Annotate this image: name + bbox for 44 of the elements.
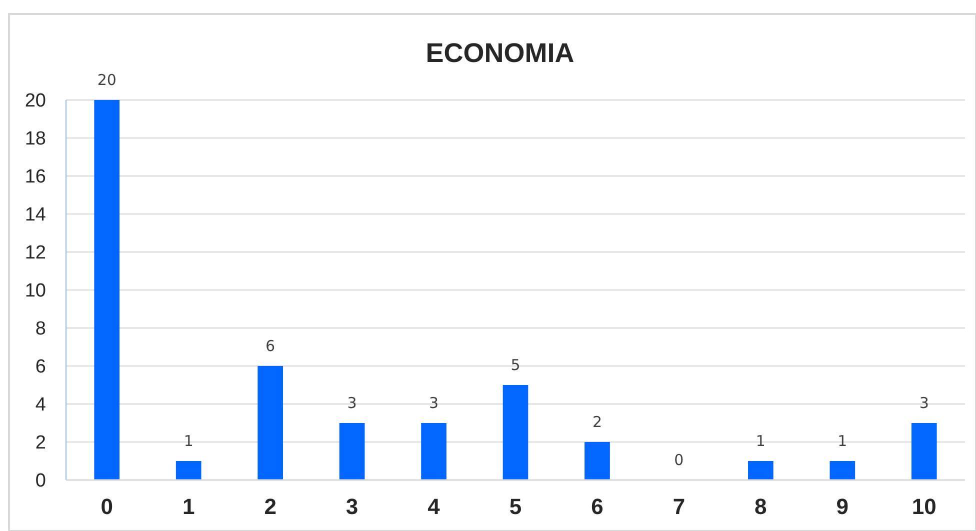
x-tick-label: 4 <box>428 494 441 519</box>
data-label: 1 <box>184 432 194 450</box>
y-tick-label: 4 <box>35 394 46 416</box>
y-tick-label: 18 <box>24 128 46 150</box>
data-label: 6 <box>266 337 276 355</box>
y-tick-label: 6 <box>35 356 46 378</box>
data-label: 3 <box>919 394 929 412</box>
x-tick-label: 2 <box>264 494 276 519</box>
y-tick-label: 14 <box>24 204 46 226</box>
bar <box>830 461 856 480</box>
data-label: 0 <box>674 451 684 469</box>
x-tick-label: 8 <box>754 494 767 519</box>
x-tick-label: 9 <box>836 494 849 519</box>
chart-title: ECONOMIA <box>426 38 574 68</box>
y-tick-label: 20 <box>24 90 46 112</box>
y-tick-label: 10 <box>24 280 46 302</box>
data-label: 3 <box>429 394 439 412</box>
bar <box>176 461 202 480</box>
x-tick-label: 7 <box>672 494 686 519</box>
x-tick-label: 1 <box>182 494 195 519</box>
x-tick-label: 5 <box>509 494 522 519</box>
bar <box>258 366 283 480</box>
bar <box>339 423 365 480</box>
data-label: 3 <box>347 394 357 412</box>
x-tick-label: 0 <box>100 494 113 519</box>
y-tick-label: 12 <box>24 242 46 264</box>
y-tick-label: 8 <box>35 318 46 340</box>
x-tick-label: 6 <box>591 494 604 519</box>
y-tick-label: 2 <box>35 432 46 454</box>
data-label: 20 <box>97 71 116 89</box>
bar <box>911 423 937 480</box>
data-label: 1 <box>756 432 766 450</box>
bar <box>421 423 446 480</box>
x-tick-label: 3 <box>346 494 358 519</box>
y-tick-label: 16 <box>24 166 46 188</box>
y-tick-label: 0 <box>35 470 46 492</box>
bar <box>584 442 610 480</box>
data-label: 1 <box>838 432 848 450</box>
data-label: 5 <box>510 356 520 374</box>
data-label: 2 <box>592 413 602 431</box>
bar <box>94 100 120 480</box>
bar <box>502 385 528 480</box>
bar <box>748 461 774 480</box>
x-tick-label: 10 <box>912 494 936 519</box>
